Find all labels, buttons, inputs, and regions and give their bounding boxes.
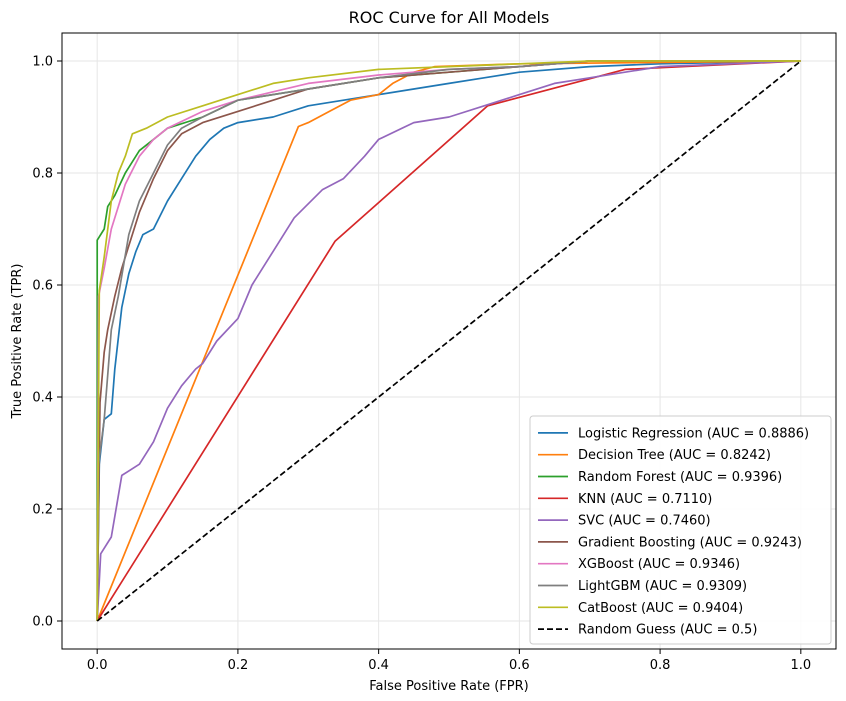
legend-label-random-guess: Random Guess (AUC = 0.5): [578, 623, 757, 638]
plot-frame: [61, 32, 837, 650]
legend-label-catboost: CatBoost (AUC = 0.9404): [578, 601, 743, 616]
series-line-random-guess: [96, 60, 802, 622]
y-tick-label: 1.0: [32, 55, 53, 70]
legend-label-gradient-boosting: Gradient Boosting (AUC = 0.9243): [578, 535, 802, 550]
series-line-logistic-regression: [96, 60, 801, 622]
legend-label-decision-tree: Decision Tree (AUC = 0.8242): [578, 448, 771, 463]
series-line-gradient-boosting: [96, 60, 801, 622]
x-axis-label: False Positive Rate (FPR): [369, 679, 528, 694]
series-lines: [96, 60, 802, 622]
legend-label-knn: KNN (AUC = 0.7110): [578, 492, 712, 507]
x-tick-label: 1.0: [790, 658, 811, 673]
legend: Logistic Regression (AUC = 0.8886) Decisi…: [529, 415, 832, 645]
x-tick-label: 0.6: [509, 658, 530, 673]
legend-label-lightgbm: LightGBM (AUC = 0.9309): [578, 579, 747, 594]
x-tick-label: 0.0: [87, 658, 108, 673]
legend-label-svc: SVC (AUC = 0.7460): [578, 514, 711, 529]
y-tick-label: 0.8: [32, 167, 53, 182]
chart-title: ROC Curve for All Models: [349, 8, 550, 27]
legend-label-random-forest: Random Forest (AUC = 0.9396): [578, 470, 782, 485]
series-line-catboost: [96, 60, 801, 622]
x-tick-label: 0.4: [368, 658, 389, 673]
legend-label-xgboost: XGBoost (AUC = 0.9346): [578, 557, 740, 572]
y-tick-label: 0.4: [32, 391, 53, 406]
x-tick-label: 0.2: [228, 658, 249, 673]
series-line-lightgbm: [96, 60, 801, 622]
x-tick-label: 0.8: [650, 658, 671, 673]
series-line-knn: [96, 60, 801, 622]
legend-box: [529, 415, 832, 645]
series-line-svc: [96, 60, 801, 622]
y-tick-label: 0.2: [32, 503, 53, 518]
grid: [62, 33, 836, 649]
axis-ticks: 0.0 0.2 0.4 0.6 0.8 1.0 0.0 0.2 0.4 0.6 0.8 1.0: [32, 55, 811, 674]
y-tick-label: 0.0: [32, 615, 53, 630]
legend-label-logistic-regression: Logistic Regression (AUC = 0.8886): [578, 426, 809, 441]
y-axis-label: True Positive Rate (TPR): [10, 264, 25, 420]
y-tick-label: 0.6: [32, 279, 53, 294]
